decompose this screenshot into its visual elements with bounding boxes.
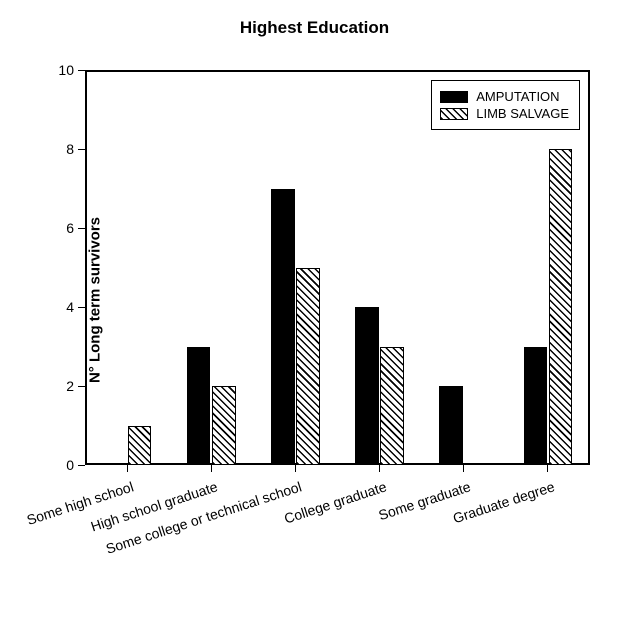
top-axis-line: [85, 70, 590, 72]
ytick-label: 10: [44, 62, 74, 78]
legend-row: AMPUTATION: [440, 89, 569, 104]
bar-hatched: [128, 426, 152, 466]
ytick-mark: [78, 386, 85, 387]
bar-solid: [271, 189, 295, 466]
bar-hatched: [549, 149, 573, 465]
legend-label: AMPUTATION: [476, 89, 559, 104]
bottom-axis-line: [85, 463, 590, 465]
ytick-mark: [78, 149, 85, 150]
right-axis-line: [588, 70, 590, 465]
xtick-mark: [295, 465, 296, 472]
bar-solid: [524, 347, 548, 466]
ytick-mark: [78, 465, 85, 466]
ytick-label: 4: [44, 299, 74, 315]
education-bar-chart: Highest Education N° Long term survivors…: [0, 0, 629, 619]
ytick-mark: [78, 228, 85, 229]
plot-area: 0246810Some high schoolHigh school gradu…: [85, 70, 590, 465]
xtick-mark: [211, 465, 212, 472]
xtick-mark: [547, 465, 548, 472]
legend-swatch: [440, 91, 468, 103]
legend-swatch: [440, 108, 468, 120]
bar-solid: [439, 386, 463, 465]
ytick-label: 2: [44, 378, 74, 394]
ytick-mark: [78, 307, 85, 308]
bar-hatched: [296, 268, 320, 466]
bar-hatched: [212, 386, 236, 465]
ytick-label: 8: [44, 141, 74, 157]
xtick-mark: [463, 465, 464, 472]
legend: AMPUTATION LIMB SALVAGE: [431, 80, 580, 130]
xtick-mark: [127, 465, 128, 472]
bar-solid: [355, 307, 379, 465]
left-axis-line: [85, 70, 87, 465]
bar-hatched: [380, 347, 404, 466]
ytick-mark: [78, 70, 85, 71]
legend-row: LIMB SALVAGE: [440, 106, 569, 121]
chart-title: Highest Education: [0, 18, 629, 38]
xtick-mark: [379, 465, 380, 472]
bar-solid: [187, 347, 211, 466]
legend-label: LIMB SALVAGE: [476, 106, 569, 121]
ytick-label: 0: [44, 457, 74, 473]
ytick-label: 6: [44, 220, 74, 236]
